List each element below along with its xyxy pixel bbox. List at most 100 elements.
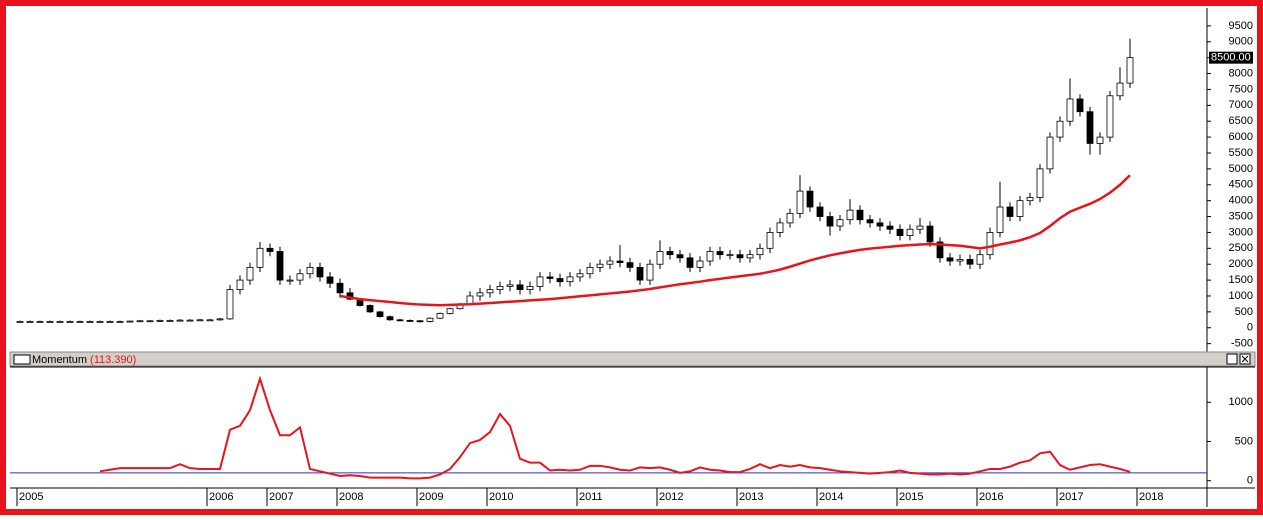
candle-body xyxy=(426,317,434,322)
candle-body xyxy=(606,260,614,265)
candle-body xyxy=(646,263,654,281)
y-tick-label: 3000 xyxy=(1229,226,1253,238)
candle-body xyxy=(286,279,294,282)
candle-body xyxy=(596,263,604,268)
candle-body xyxy=(1016,200,1024,217)
candle-body xyxy=(386,316,394,321)
line xyxy=(99,375,1131,480)
candle-body xyxy=(896,228,904,237)
x-tick-label: 2011 xyxy=(579,491,603,503)
y-tick-label: 6500 xyxy=(1229,115,1253,127)
candle-body xyxy=(336,282,344,294)
x-tick-label: 2018 xyxy=(1139,491,1163,503)
candle-body xyxy=(746,254,754,259)
candle-body xyxy=(206,319,214,322)
candle-body xyxy=(186,319,194,322)
x-tick-label: 2007 xyxy=(269,491,293,503)
candle-body xyxy=(726,254,734,257)
panel-title: Momentum xyxy=(32,354,87,366)
y-tick-label: 9500 xyxy=(1229,20,1253,32)
candle-body xyxy=(416,320,424,323)
candle-body xyxy=(366,305,374,313)
candle-body xyxy=(956,259,964,262)
x-tick-label: 2009 xyxy=(419,491,443,503)
candle-body xyxy=(576,273,584,278)
x-tick-label: 2005 xyxy=(19,491,43,503)
candle-body xyxy=(986,232,994,256)
candle-body xyxy=(1026,197,1034,202)
candle-body xyxy=(326,276,334,284)
candle-body xyxy=(836,219,844,227)
candle-body xyxy=(666,251,674,256)
y-tick-label: 3500 xyxy=(1229,210,1253,222)
candle-body xyxy=(506,284,514,287)
candle-body xyxy=(516,284,524,291)
candle-body xyxy=(116,321,124,323)
candle-body xyxy=(256,247,264,268)
candle-body xyxy=(306,266,314,275)
candle-body xyxy=(966,259,974,265)
y-tick-label: 2000 xyxy=(1229,258,1253,270)
candle-body xyxy=(1036,168,1044,198)
candle-body xyxy=(676,254,684,259)
y-tick-label: 1000 xyxy=(1229,290,1253,302)
candle-body xyxy=(486,289,494,294)
candle-body xyxy=(396,319,404,322)
candle-body xyxy=(46,321,54,323)
x-tick-label: 2012 xyxy=(659,491,683,503)
candle-body xyxy=(1066,98,1074,122)
candle-body xyxy=(556,278,564,283)
y-tick-label: 4000 xyxy=(1229,195,1253,207)
y-tick-label: 500 xyxy=(1235,306,1253,318)
candle-body xyxy=(826,216,834,227)
candle-body xyxy=(476,292,484,297)
y-tick-label: 1500 xyxy=(1229,274,1253,286)
candle-body xyxy=(1006,206,1014,217)
y-tick-label: 6000 xyxy=(1229,131,1253,143)
close-icon xyxy=(1241,355,1249,363)
candle-body xyxy=(736,254,744,259)
panel-icon xyxy=(13,354,31,365)
panel-value: (113.390) xyxy=(90,354,136,366)
maximize-button[interactable] xyxy=(1226,353,1238,365)
candle-body xyxy=(786,212,794,224)
candle-body xyxy=(806,190,814,208)
line xyxy=(339,174,1131,307)
candle-body xyxy=(276,251,284,281)
candle-body xyxy=(66,321,74,323)
candle-body xyxy=(656,251,664,265)
candle-body xyxy=(916,225,924,230)
candle-body xyxy=(926,225,934,243)
y-tick-label: 1000 xyxy=(1229,396,1253,408)
y-tick-label: -500 xyxy=(1231,338,1253,350)
candle-body xyxy=(56,321,64,323)
candle-body xyxy=(126,320,134,323)
candle-body xyxy=(136,320,144,323)
candle-body xyxy=(876,222,884,227)
candle-body xyxy=(1046,136,1054,170)
candle-body xyxy=(166,320,174,322)
candle-body xyxy=(36,321,44,323)
candle-body xyxy=(756,247,764,256)
candle-body xyxy=(536,276,544,287)
candle-body xyxy=(266,247,274,252)
candle-body xyxy=(886,225,894,230)
candle-body xyxy=(766,232,774,249)
candle-body xyxy=(936,241,944,259)
candle-body xyxy=(566,276,574,283)
candle-body xyxy=(816,206,824,217)
candle-body xyxy=(406,320,414,322)
candle-body xyxy=(106,321,114,323)
last-price-label: 8500.00 xyxy=(1211,52,1251,64)
candle-body xyxy=(996,206,1004,233)
candle-body xyxy=(546,276,554,279)
y-tick-label: 5500 xyxy=(1229,147,1253,159)
candle-body xyxy=(1056,120,1064,138)
y-tick-label: 0 xyxy=(1247,322,1253,334)
y-tick-label: 0 xyxy=(1247,475,1253,487)
candle-body xyxy=(436,313,444,319)
candle-body xyxy=(796,190,804,214)
candle-body xyxy=(946,257,954,262)
x-tick-label: 2016 xyxy=(979,491,1003,503)
